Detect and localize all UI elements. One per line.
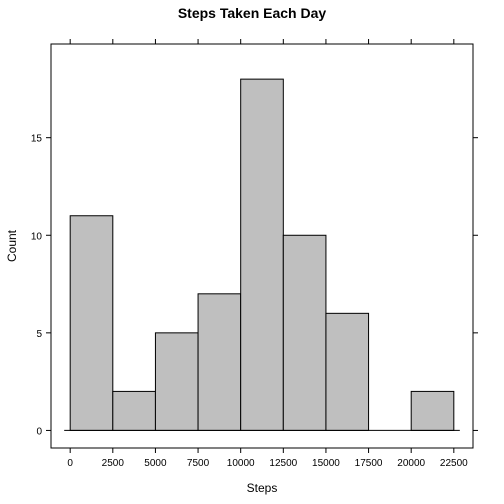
x-tick-label: 0 — [67, 458, 73, 469]
histogram-bar — [154, 332, 199, 431]
y-tick-label: 0 — [36, 426, 42, 437]
x-tick-label: 17500 — [355, 458, 383, 469]
y-axis-label: Count — [5, 229, 19, 262]
plot-area: 0 2500 5000 7500 10000 12500 15000 17500 20000 22… — [31, 39, 478, 469]
histogram-bar — [325, 312, 370, 431]
histogram-bar — [410, 390, 455, 431]
y-tick-label: 15 — [31, 134, 43, 145]
x-tick-label: 12500 — [269, 458, 297, 469]
histogram-bar — [112, 390, 156, 431]
histogram-bar — [69, 215, 114, 431]
histogram-bar — [282, 234, 327, 431]
chart-title: Steps Taken Each Day — [178, 5, 327, 21]
x-tick-label: 5000 — [144, 458, 167, 469]
x-tick-label: 22500 — [440, 458, 468, 469]
x-tick-label: 10000 — [227, 458, 255, 469]
plot-frame — [50, 43, 474, 449]
x-axis-label: Steps — [247, 481, 278, 495]
x-tick-label: 15000 — [312, 458, 340, 469]
y-tick-label: 5 — [36, 329, 42, 340]
x-tick-label: 7500 — [187, 458, 210, 469]
y-tick-label: 10 — [31, 231, 43, 242]
histogram-bar — [240, 78, 284, 431]
histogram-bar — [197, 293, 242, 431]
x-tick-label: 20000 — [397, 458, 425, 469]
x-tick-label: 2500 — [102, 458, 125, 469]
